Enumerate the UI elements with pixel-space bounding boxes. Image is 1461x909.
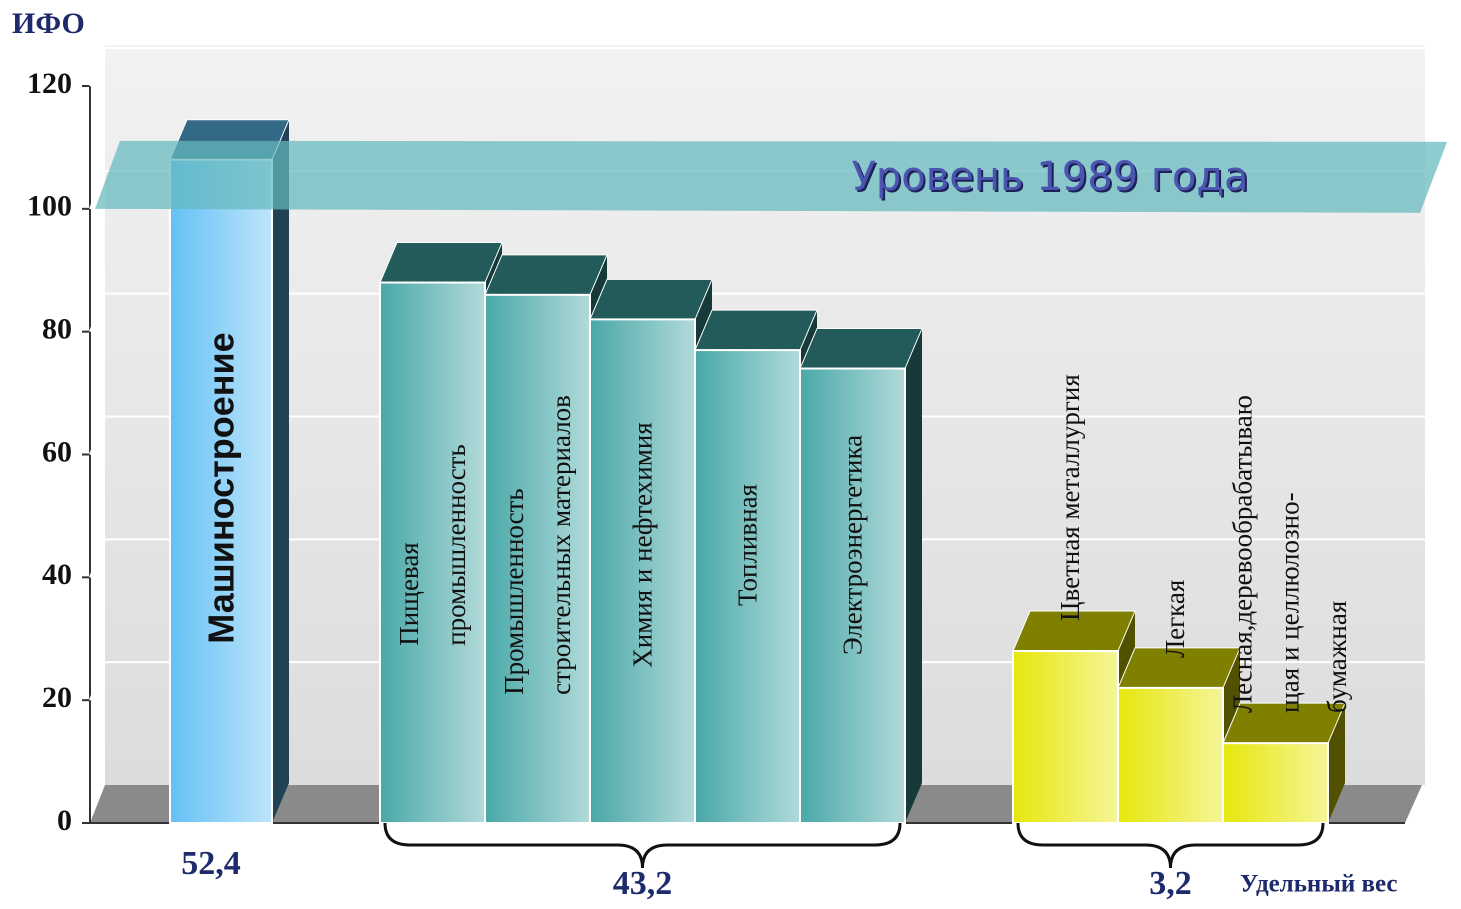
bar	[799, 367, 906, 824]
grid-line	[89, 416, 106, 455]
grid-line	[89, 661, 106, 701]
grid-line	[89, 538, 106, 578]
bar-top	[694, 309, 818, 351]
share-label: 3,2	[1149, 865, 1192, 902]
bar-label: Электроэнергетика	[836, 434, 867, 656]
bar	[169, 158, 273, 824]
bar-label: Легкая	[1159, 579, 1190, 658]
bar-top	[589, 278, 713, 320]
bar	[1117, 686, 1224, 825]
brace	[383, 822, 902, 869]
bar-side	[272, 119, 289, 823]
bar-label: Машиностроение	[200, 332, 242, 644]
reference-label: Уровень 1989 года	[851, 154, 1248, 200]
bar	[694, 349, 801, 824]
share-label: 43,2	[613, 865, 673, 902]
bar	[379, 281, 486, 824]
y-tick-label: 40	[42, 558, 72, 591]
bar-label: Лесная,деревообрабатываю щая и целлюлозн…	[1226, 395, 1352, 714]
bar	[1012, 650, 1119, 824]
bar-top	[484, 254, 608, 296]
bar-side	[1328, 703, 1345, 823]
grid-line	[89, 293, 106, 333]
x-axis-label: Удельный вес	[1240, 871, 1398, 898]
y-tick-label: 20	[42, 681, 72, 714]
bar-label: Цветная металлургия	[1054, 374, 1085, 622]
bar-top	[799, 328, 923, 370]
bar-label: Промышленность строительных материалов	[498, 395, 576, 695]
bar-side	[905, 328, 922, 823]
bar	[1222, 742, 1329, 824]
reference-label-shadow: Уровень 1989 года	[853, 156, 1250, 202]
bar-label: Пищевая промышленность	[393, 444, 471, 646]
y-tick-label: 120	[27, 67, 72, 100]
y-tick-label: 80	[42, 313, 72, 346]
grid-line	[89, 47, 106, 87]
bar	[484, 293, 591, 825]
y-tick-label: 60	[42, 435, 72, 468]
grid-line	[89, 170, 106, 210]
bar-label: Химия и нефтехимия	[626, 422, 657, 668]
bar	[589, 318, 696, 824]
reference-band	[95, 140, 1447, 213]
y-axis-label: ИФО	[12, 7, 85, 40]
y-tick-label: 100	[27, 190, 72, 223]
bar-top	[379, 242, 503, 284]
brace	[1016, 822, 1325, 869]
bar-label: Топливная	[731, 484, 762, 606]
share-label: 52,4	[181, 845, 241, 882]
y-tick-label: 0	[57, 804, 72, 837]
